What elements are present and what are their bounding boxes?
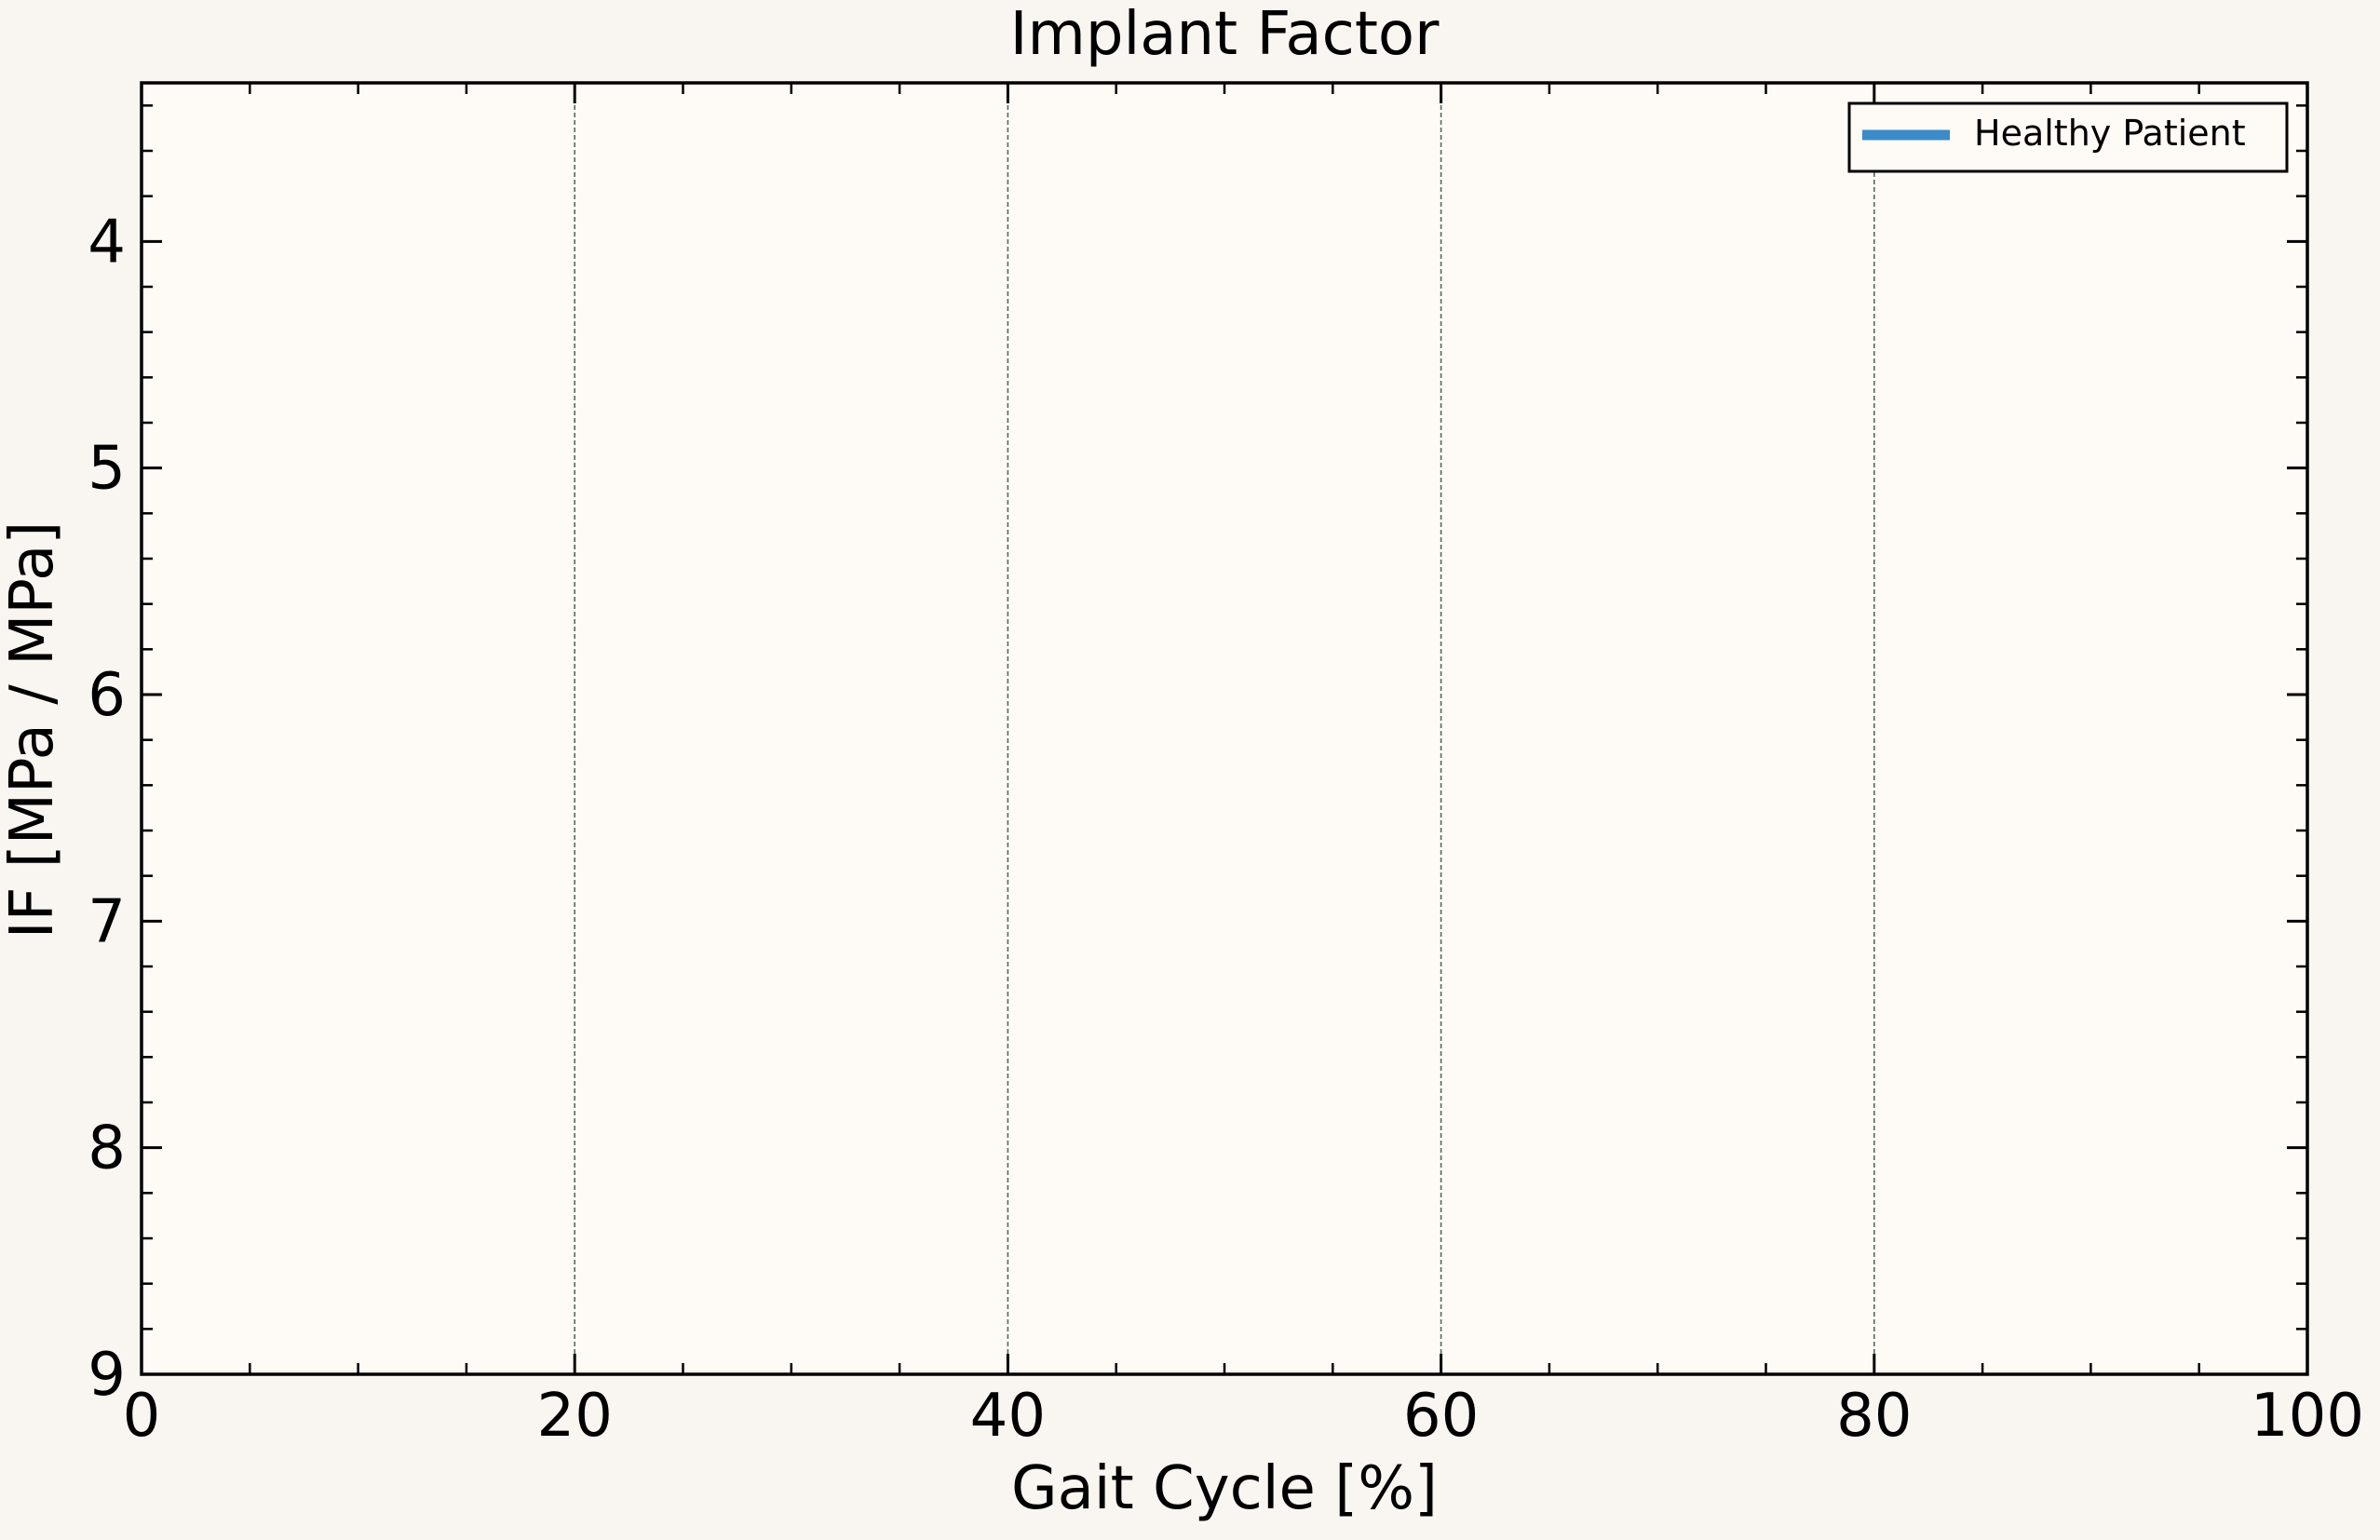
y-tick-label-8: 8 (88, 1114, 126, 1183)
x-tick-label-80: 80 (1836, 1382, 1912, 1451)
x-axis-label: Gait Cycle [%] (1011, 1454, 1438, 1523)
grid-lines (574, 83, 1875, 1374)
tick-labels: 0 20 40 60 80 100 4 5 6 7 8 9 (88, 208, 2364, 1451)
y-tick-label-4: 4 (88, 208, 126, 277)
x-tick-label-20: 20 (536, 1382, 612, 1451)
chart-title: Implant Factor (1010, 0, 1440, 69)
x-tick-label-0: 0 (123, 1382, 161, 1451)
plot-area (142, 83, 2307, 1374)
y-tick-label-5: 5 (88, 435, 126, 504)
y-axis-label: IF [MPa / MPa] (0, 521, 67, 939)
legend-label-healthy-patient: Healthy Patient (1974, 113, 2246, 154)
y-tick-label-6: 6 (88, 661, 126, 730)
legend: Healthy Patient (1847, 101, 2289, 173)
x-tick-label-100: 100 (2251, 1382, 2364, 1451)
x-tick-label-60: 60 (1403, 1382, 1479, 1451)
x-tick-label-40: 40 (970, 1382, 1046, 1451)
plot-frame (140, 81, 2309, 1376)
y-tick-label-9: 9 (88, 1341, 126, 1410)
y-tick-label-7: 7 (88, 887, 126, 956)
